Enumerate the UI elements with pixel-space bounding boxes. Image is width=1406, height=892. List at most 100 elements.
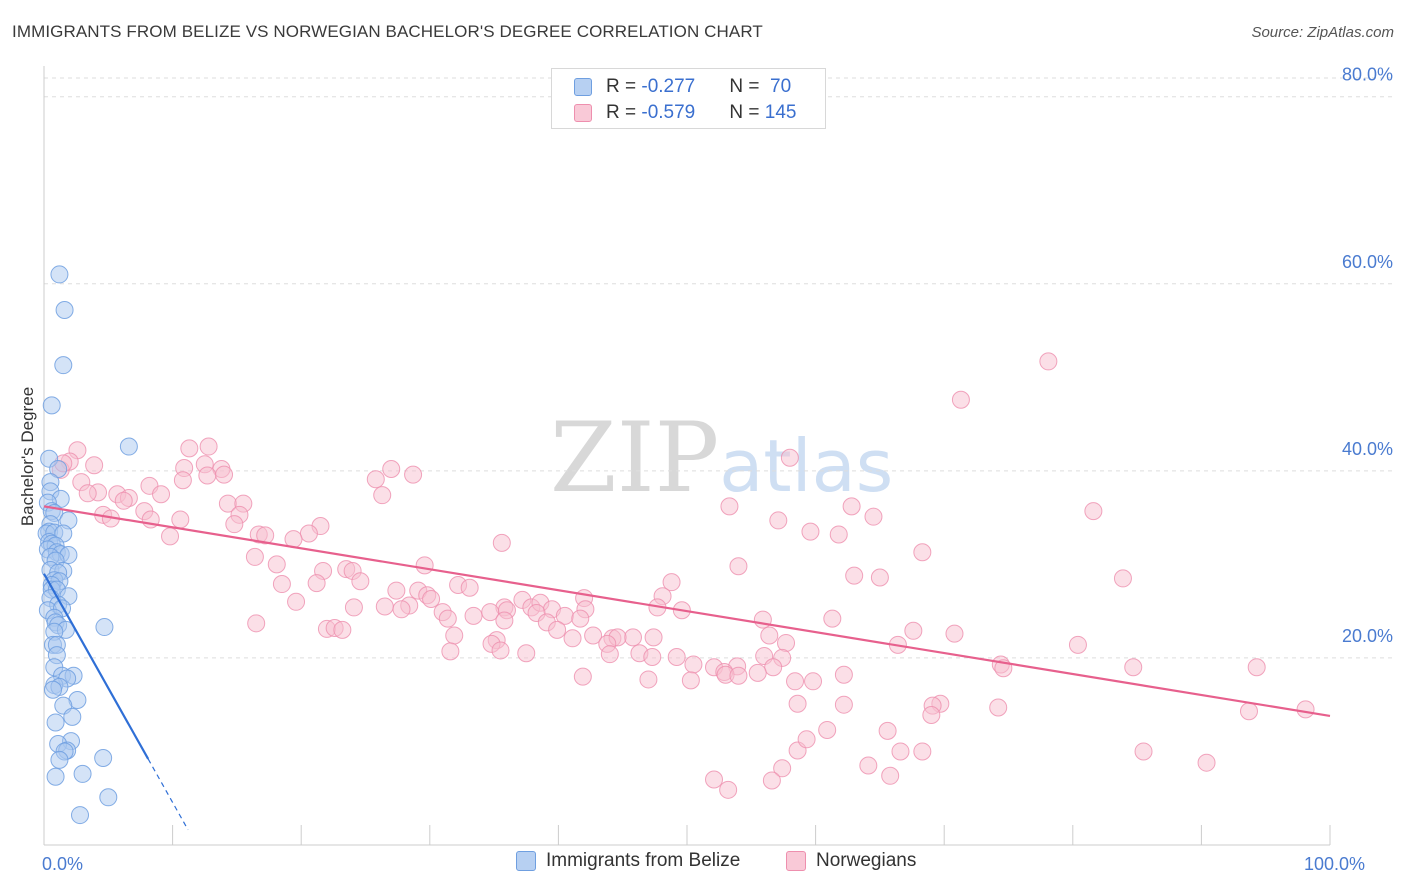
norwegians-point: [845, 566, 864, 585]
norwegians-point: [247, 614, 266, 633]
norwegians-point: [422, 589, 441, 608]
norwegians-point: [705, 770, 724, 789]
legend-n-value: 70: [764, 76, 792, 97]
legend-r-value: -0.277: [641, 76, 696, 97]
norwegians-point: [823, 609, 842, 628]
norwegians-point: [760, 626, 779, 645]
norwegians-point: [373, 486, 392, 505]
norwegians-point: [1247, 658, 1266, 677]
belize-point: [95, 618, 114, 637]
tick-labels: 20.0% 40.0% 60.0% 80.0% 0.0% 100.0% Bachelor's…: [18, 65, 1393, 874]
norwegians-trend-line: [43, 505, 1331, 718]
norwegians-point: [517, 644, 536, 663]
norwegians-point: [415, 556, 434, 575]
norwegians-point: [748, 663, 767, 682]
norwegians-point: [445, 626, 464, 645]
belize-point: [46, 713, 65, 732]
norwegians-point: [344, 598, 363, 617]
norwegians-point: [438, 609, 457, 628]
norwegians-point: [492, 533, 511, 552]
legend-row-belize: R = -0.277 N = 70: [574, 75, 791, 99]
norwegians-point: [495, 611, 514, 630]
norwegians-point: [491, 641, 510, 660]
belize-trend-line: [43, 573, 150, 760]
norwegians-point: [922, 705, 941, 724]
norwegians-point: [786, 672, 805, 691]
norwegians-point: [171, 510, 190, 529]
x-tick-label-0: 0.0%: [42, 854, 83, 874]
norwegians-point: [1039, 352, 1058, 371]
norwegians-point: [720, 497, 739, 516]
bottom-legend-norwegians: Norwegians: [786, 850, 916, 872]
y-tick-label-0: 20.0%: [1342, 626, 1393, 646]
norwegians-points: [51, 352, 1315, 799]
norwegians-point: [464, 606, 483, 625]
norwegians-point: [870, 568, 889, 587]
belize-points: [37, 265, 138, 825]
norwegians-point: [951, 390, 970, 409]
norwegians-point: [788, 694, 807, 713]
norwegians-point: [199, 437, 218, 456]
norwegians-point: [225, 515, 244, 534]
legend-row-norwegians: R = -0.579 N = 145: [574, 101, 796, 125]
norwegians-point: [299, 524, 318, 543]
norwegians-legend-label: Norwegians: [816, 850, 917, 871]
norwegians-point: [644, 628, 663, 647]
norwegians-point: [989, 698, 1008, 717]
belize-point: [44, 680, 63, 699]
belize-swatch: [574, 78, 592, 96]
norwegians-point: [1084, 502, 1103, 521]
belize-legend-label: Immigrants from Belize: [546, 850, 741, 871]
norwegians-point: [267, 555, 286, 574]
y-tick-label-1: 40.0%: [1342, 439, 1393, 459]
watermark-atlas: atlas: [719, 424, 894, 508]
norwegians-point: [891, 742, 910, 761]
bottom-legend-belize: Immigrants from Belize: [516, 850, 740, 872]
belize-point: [42, 396, 61, 415]
norwegians-point: [1068, 635, 1087, 654]
belize-point: [73, 764, 92, 783]
norwegians-swatch: [786, 851, 806, 871]
belize-point: [119, 437, 138, 456]
norwegians-point: [307, 574, 326, 593]
norwegians-point: [904, 621, 923, 640]
belize-point: [99, 788, 118, 807]
norwegians-point: [287, 592, 306, 611]
norwegians-point: [623, 628, 642, 647]
norwegians-point: [643, 647, 662, 666]
belize-point: [54, 356, 73, 375]
norwegians-point: [797, 730, 816, 749]
watermark: ZIPatlas: [550, 402, 893, 514]
belize-point: [50, 265, 69, 284]
norwegians-point: [945, 624, 964, 643]
norwegians-point: [834, 695, 853, 714]
norwegians-point: [729, 666, 748, 685]
norwegians-point: [762, 771, 781, 790]
norwegians-point: [78, 484, 97, 503]
belize-point: [50, 750, 69, 769]
norwegians-point: [481, 603, 500, 622]
norwegians-point: [881, 766, 900, 785]
y-tick-label-2: 60.0%: [1342, 252, 1393, 272]
norwegians-point: [1124, 658, 1143, 677]
norwegians-point: [780, 448, 799, 467]
norwegians-point: [387, 581, 406, 600]
norwegians-point: [85, 456, 104, 475]
watermark-zip: ZIP: [550, 402, 720, 514]
norwegians-point: [441, 642, 460, 661]
norwegians-point: [864, 507, 883, 526]
norwegians-point: [375, 597, 394, 616]
norwegians-point: [801, 522, 820, 541]
legend-r-label: R =: [606, 102, 642, 123]
norwegians-point: [366, 470, 385, 489]
belize-swatch: [516, 851, 536, 871]
norwegians-point: [842, 497, 861, 516]
norwegians-point: [878, 721, 897, 740]
belize-point: [94, 749, 113, 768]
norwegians-point: [1197, 753, 1216, 772]
y-tick-label-3: 80.0%: [1342, 65, 1393, 85]
norwegians-point: [404, 465, 423, 484]
norwegians-point: [1113, 569, 1132, 588]
legend-r-label: R =: [606, 76, 642, 97]
